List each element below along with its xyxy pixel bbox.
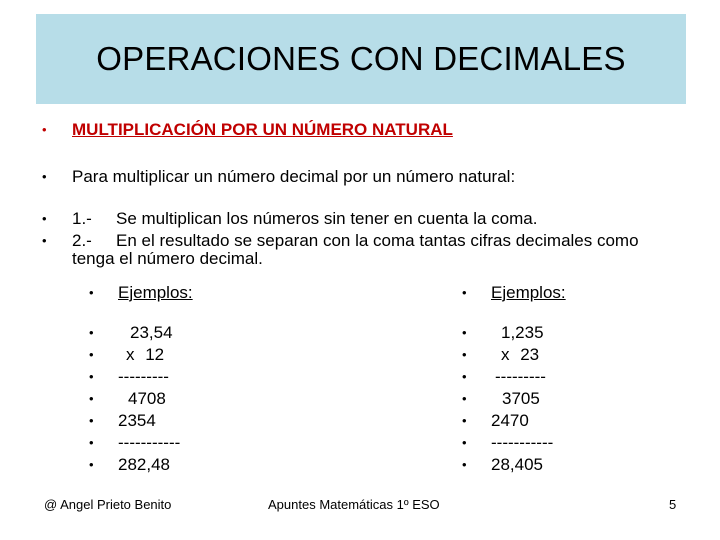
bullet: • [89,457,94,472]
example-line: 28,405 [491,455,543,474]
bullet: • [462,413,467,428]
step-text: Se multiplican los números sin tener en … [116,209,538,228]
bullet: • [89,325,94,340]
example-line: x 23 [501,345,540,364]
bullet: • [42,211,47,226]
bullet: • [89,369,94,384]
example-line: 23,54 [130,323,173,342]
bullet: • [42,169,47,184]
bullet: • [462,369,467,384]
bullet: • [89,413,94,428]
footer-course: Apuntes Matemáticas 1º ESO [268,497,440,512]
bullet: • [462,457,467,472]
examples-label-left: Ejemplos: [118,283,193,302]
bullet: • [462,347,467,362]
footer-author: @ Angel Prieto Benito [44,497,172,512]
example-line: ----------- [491,433,554,452]
bullet: • [462,285,467,300]
step-text: En el resultado se separan con la coma t… [116,231,639,250]
title-banner: OPERACIONES CON DECIMALES [36,14,686,104]
step-text-continued: tenga el número decimal. [72,249,263,268]
example-line: ----------- [118,433,181,452]
slide-title: OPERACIONES CON DECIMALES [96,40,626,77]
intro-text: Para multiplicar un número decimal por u… [72,167,516,186]
bullet: • [42,122,47,137]
example-line: x 12 [126,345,165,364]
example-line: --------- [495,367,546,386]
step-number: 1.- [72,209,92,228]
bullet: • [89,391,94,406]
step-number: 2.- [72,231,92,250]
bullet: • [89,435,94,450]
example-line: 2354 [118,411,156,430]
examples-label-right: Ejemplos: [491,283,566,302]
bullet: • [89,285,94,300]
bullet: • [42,233,47,248]
example-line: 4708 [128,389,166,408]
example-line: 3705 [502,389,540,408]
bullet: • [89,347,94,362]
bullet: • [462,435,467,450]
bullet: • [462,325,467,340]
example-line: 282,48 [118,455,170,474]
example-line: --------- [118,367,169,386]
example-line: 2470 [491,411,529,430]
section-heading: MULTIPLICACIÓN POR UN NÚMERO NATURAL [72,120,453,139]
example-line: 1,235 [501,323,544,342]
page-number: 5 [669,497,677,512]
bullet: • [462,391,467,406]
